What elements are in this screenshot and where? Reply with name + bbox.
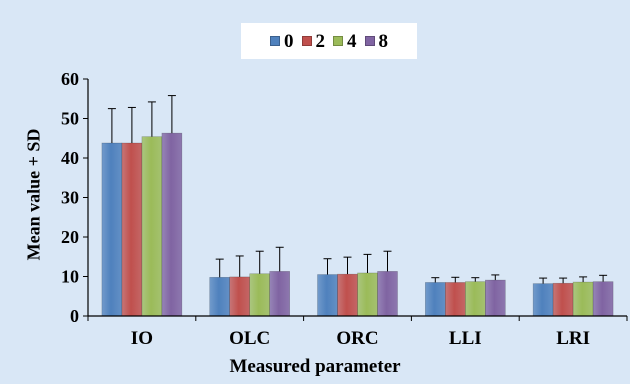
- bar-olc-series-2: [229, 276, 250, 317]
- y-tick-label-0: 0: [70, 306, 79, 326]
- bar-olc-series-0: [209, 276, 230, 317]
- y-tick-label-50: 50: [61, 109, 79, 129]
- legend-item-4: 4: [333, 32, 357, 51]
- bar-lli-series-8: [484, 279, 506, 317]
- y-tick-label-20: 20: [61, 227, 79, 247]
- legend-label-0: 0: [284, 30, 294, 52]
- legend-item-8: 8: [364, 30, 389, 52]
- bar-lri-series-0: [532, 283, 554, 317]
- y-axis-title: Mean value + SD: [23, 128, 44, 261]
- bar-io-series-8: [161, 132, 183, 317]
- y-tick-label-40: 40: [61, 148, 79, 168]
- bar-lli-series-4: [464, 281, 486, 317]
- legend-label-2: 2: [315, 30, 326, 52]
- bar-orc-series-0: [317, 274, 338, 317]
- legend-swatch-8: [364, 36, 375, 46]
- x-tick-label-orc: ORC: [336, 328, 378, 349]
- legend-item-0: 0: [270, 32, 294, 51]
- bar-lli-series-0: [424, 282, 446, 317]
- x-axis-title: Measured parameter: [229, 356, 401, 377]
- bar-orc-series-4: [357, 272, 378, 317]
- bar-lri-series-8: [592, 281, 614, 317]
- legend-label-8: 8: [378, 30, 389, 52]
- legend: 0 2 4 8: [241, 23, 417, 59]
- legend-item-2: 2: [301, 30, 326, 52]
- bar-olc-series-4: [249, 273, 270, 317]
- x-tick-label-olc: OLC: [229, 328, 270, 349]
- bar-lli-series-2: [444, 282, 466, 317]
- legend-swatch-0: [270, 36, 280, 46]
- bar-io-series-4: [141, 136, 163, 317]
- legend-swatch-4: [333, 36, 343, 46]
- bar-io-series-0: [101, 142, 123, 317]
- bar-olc-series-8: [269, 271, 291, 317]
- y-tick-label-10: 10: [61, 267, 79, 287]
- bar-lri-series-2: [552, 282, 574, 317]
- y-tick-label-60: 60: [61, 69, 79, 89]
- x-tick-label-lli: LLI: [449, 328, 482, 349]
- y-tick-label-30: 30: [61, 188, 79, 208]
- bar-lri-series-4: [572, 281, 594, 317]
- legend-swatch-2: [301, 36, 312, 46]
- bar-io-series-2: [121, 142, 143, 317]
- bar-orc-series-8: [377, 271, 398, 317]
- bar-orc-series-2: [337, 273, 358, 317]
- x-tick-label-lri: LRI: [556, 328, 590, 349]
- legend-label-4: 4: [347, 30, 357, 52]
- x-tick-label-io: IO: [131, 328, 153, 349]
